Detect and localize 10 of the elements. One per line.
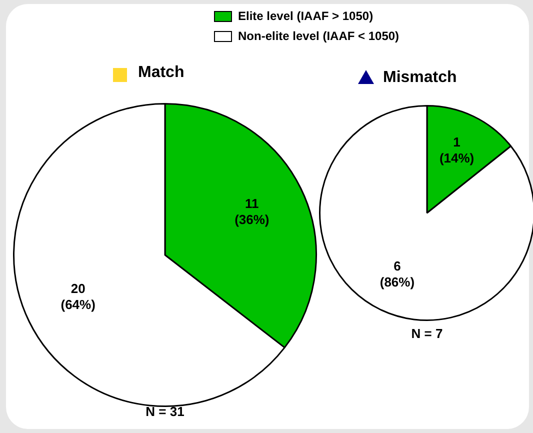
data-label: 20 (64%): [60, 281, 96, 312]
legend-label: Elite level (IAAF > 1050): [238, 9, 374, 23]
data-label: 1 (14%): [439, 134, 474, 166]
legend-label: Non-elite level (IAAF < 1050): [238, 29, 400, 43]
chart-title: Mismatch: [383, 69, 457, 87]
data-label: 11 (36%): [234, 196, 270, 227]
text: N = 31: [146, 404, 184, 419]
text: Match: [138, 64, 184, 82]
text: N = 7: [411, 326, 443, 341]
data-label: 6 (86%): [380, 258, 415, 290]
